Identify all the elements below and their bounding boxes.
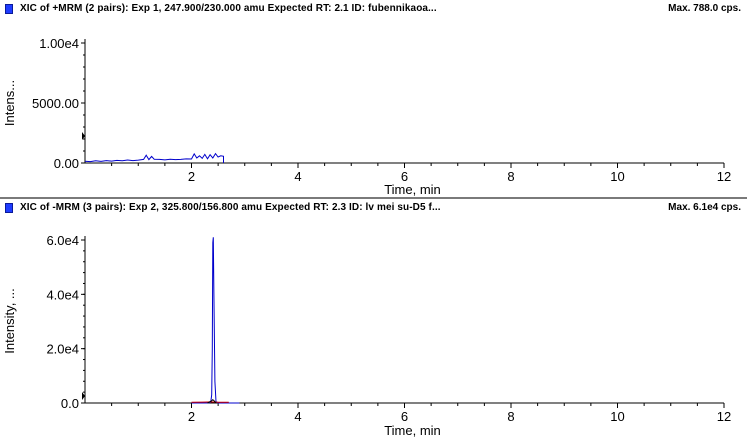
series-line-1 xyxy=(84,152,224,163)
x-tick-label: 12 xyxy=(717,409,731,424)
x-tick-label: 2 xyxy=(188,409,195,424)
x-axis-title: Time, min xyxy=(384,182,441,197)
x-tick-label: 6 xyxy=(401,169,408,184)
y-tick-label: 6.0e4 xyxy=(46,233,79,248)
axis-marker-icon xyxy=(82,132,85,140)
x-tick-label: 8 xyxy=(507,409,514,424)
y-tick-label: 2.0e4 xyxy=(46,342,79,357)
y-tick-label: 0.00 xyxy=(54,156,79,171)
chromatogram-panel-2: XIC of -MRM (3 pairs): Exp 2, 325.800/15… xyxy=(0,199,747,442)
panel-1-blue-square-icon[interactable] xyxy=(5,4,13,14)
panel-2-chart[interactable]: 0.0 2.0e4 4.0e4 6.0e4 2 4 6 8 10 12 Time, min Inten… xyxy=(0,199,747,442)
y-tick-label: 1.00e4 xyxy=(39,36,79,51)
x-tick-label: 4 xyxy=(294,169,301,184)
panel-2-title: XIC of -MRM (3 pairs): Exp 2, 325.800/15… xyxy=(20,202,441,213)
y-tick-label: 5000.00 xyxy=(32,96,79,111)
x-axis-title: Time, min xyxy=(384,423,441,438)
y-tick-label: 4.0e4 xyxy=(46,287,79,302)
chromatogram-panel-1: XIC of +MRM (2 pairs): Exp 1, 247.900/23… xyxy=(0,0,747,197)
panel-2-header: XIC of -MRM (3 pairs): Exp 2, 325.800/15… xyxy=(0,199,747,217)
panel-1-header: XIC of +MRM (2 pairs): Exp 1, 247.900/23… xyxy=(0,0,747,18)
axis-marker-icon xyxy=(82,392,85,400)
y-axis-title: Intens... xyxy=(2,80,17,126)
panel-2-max-intensity: Max. 6.1e4 cps. xyxy=(668,202,741,213)
panel-1-max-intensity: Max. 788.0 cps. xyxy=(668,3,741,14)
panel-1-title: XIC of +MRM (2 pairs): Exp 1, 247.900/23… xyxy=(20,3,437,14)
x-tick-label: 2 xyxy=(188,169,195,184)
x-tick-label: 8 xyxy=(507,169,514,184)
x-tick-label: 10 xyxy=(610,169,624,184)
x-tick-label: 4 xyxy=(294,409,301,424)
x-tick-label: 10 xyxy=(610,409,624,424)
panel-separator xyxy=(0,197,747,199)
y-axis-title: Intensity, ... xyxy=(2,288,17,354)
x-tick-label: 6 xyxy=(401,409,408,424)
x-tick-label: 12 xyxy=(717,169,731,184)
panel-1-chart[interactable]: 0.00 5000.00 1.00e4 2 4 6 8 10 12 Time, min Intens… xyxy=(0,0,747,197)
series-line-1 xyxy=(191,237,240,404)
series-line-3 xyxy=(207,399,217,404)
y-tick-label: 0.0 xyxy=(61,396,79,411)
panel-2-blue-square-icon[interactable] xyxy=(5,203,13,213)
